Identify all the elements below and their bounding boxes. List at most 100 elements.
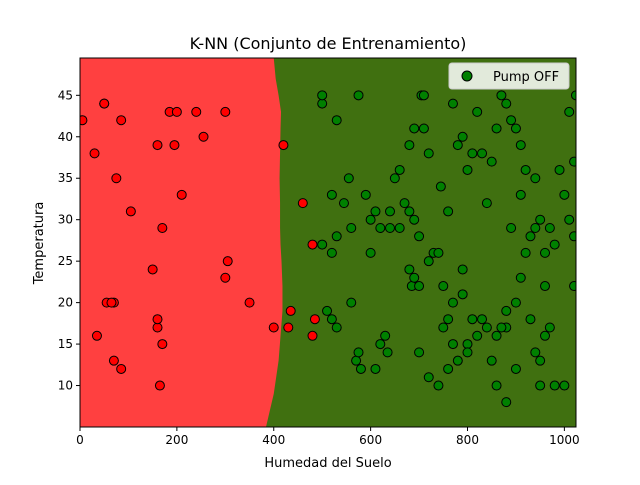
point-pump-on xyxy=(89,148,100,159)
point-pump-off xyxy=(540,330,550,341)
x-tick-label: 800 xyxy=(456,433,479,447)
point-pump-on xyxy=(157,339,168,350)
y-tick-label: 10 xyxy=(58,379,73,393)
point-pump-off xyxy=(525,231,536,242)
point-pump-off xyxy=(544,322,555,333)
point-pump-off xyxy=(353,347,364,358)
point-pump-off xyxy=(370,206,381,217)
point-pump-off xyxy=(486,156,497,167)
point-pump-off xyxy=(438,281,449,292)
y-tick-label: 30 xyxy=(58,213,73,227)
point-pump-on xyxy=(309,314,320,325)
chart-title: K-NN (Conjunto de Entrenamiento) xyxy=(190,34,467,53)
point-pump-off xyxy=(414,347,425,358)
point-pump-off xyxy=(338,198,349,209)
point-pump-on xyxy=(198,131,209,142)
point-pump-on xyxy=(116,115,127,126)
legend-marker-pump-off xyxy=(461,70,473,82)
point-pump-on xyxy=(297,198,308,209)
point-pump-off xyxy=(423,148,434,159)
point-pump-off xyxy=(530,347,541,358)
x-tick-label: 1000 xyxy=(549,433,580,447)
y-tick-label: 15 xyxy=(58,337,73,351)
point-pump-off xyxy=(375,222,386,233)
point-pump-off xyxy=(438,322,449,333)
point-pump-on xyxy=(222,256,233,267)
x-tick-label: 0 xyxy=(76,433,84,447)
point-pump-off xyxy=(540,247,550,258)
point-pump-on xyxy=(99,98,110,109)
point-pump-off xyxy=(520,247,531,258)
point-pump-on xyxy=(285,305,296,316)
point-pump-on xyxy=(154,380,165,391)
point-pump-off xyxy=(447,98,458,109)
point-pump-on xyxy=(80,115,88,126)
point-pump-off xyxy=(443,363,454,374)
y-tick-label: 35 xyxy=(58,171,73,185)
point-pump-off xyxy=(346,297,357,308)
point-pump-off xyxy=(331,231,342,242)
point-pump-off xyxy=(433,247,444,258)
point-pump-off xyxy=(423,256,434,267)
point-pump-on xyxy=(91,330,102,341)
point-pump-on xyxy=(108,355,119,366)
points-layer xyxy=(80,90,576,408)
point-pump-off xyxy=(452,140,463,151)
point-pump-off xyxy=(443,314,454,325)
point-pump-off xyxy=(331,322,342,333)
point-pump-off xyxy=(549,380,560,391)
y-tick-label: 20 xyxy=(58,296,73,310)
point-pump-off xyxy=(544,222,555,233)
point-pump-off xyxy=(447,339,458,350)
point-pump-on xyxy=(152,322,163,333)
point-pump-off xyxy=(515,140,526,151)
point-pump-off xyxy=(535,380,546,391)
point-pump-off xyxy=(457,289,468,300)
point-pump-off xyxy=(317,239,328,250)
point-pump-on xyxy=(171,106,182,117)
point-pump-off xyxy=(530,173,541,184)
point-pump-off xyxy=(525,314,536,325)
point-pump-off xyxy=(385,222,395,233)
point-pump-on xyxy=(152,314,163,325)
point-pump-on xyxy=(191,106,202,117)
point-pump-off xyxy=(382,347,393,358)
point-pump-off xyxy=(404,264,415,275)
point-pump-off xyxy=(535,214,546,225)
point-pump-off xyxy=(457,264,468,275)
x-tick-label: 400 xyxy=(262,433,285,447)
y-axis-label: Temperatura xyxy=(32,202,47,286)
point-pump-off xyxy=(569,156,576,167)
point-pump-off xyxy=(549,239,560,250)
point-pump-off xyxy=(467,148,478,159)
point-pump-off xyxy=(452,355,463,366)
point-pump-off xyxy=(414,281,425,292)
x-tick-label: 200 xyxy=(165,433,188,447)
point-pump-off xyxy=(404,140,415,151)
point-pump-off xyxy=(462,164,473,175)
point-pump-off xyxy=(491,123,502,134)
point-pump-off xyxy=(394,222,405,233)
point-pump-off xyxy=(559,189,570,200)
point-pump-off xyxy=(418,90,429,101)
point-pump-off xyxy=(569,281,576,292)
point-pump-off xyxy=(365,247,376,258)
point-pump-off xyxy=(462,347,473,358)
point-pump-off xyxy=(447,297,458,308)
point-pump-off xyxy=(404,206,415,217)
point-pump-on xyxy=(176,189,187,200)
point-pump-off xyxy=(559,380,570,391)
point-pump-off xyxy=(365,214,376,225)
point-pump-off xyxy=(510,123,521,134)
point-pump-on xyxy=(283,322,294,333)
point-pump-on xyxy=(106,297,117,308)
y-tick-label: 40 xyxy=(58,130,73,144)
point-pump-off xyxy=(399,198,410,209)
point-pump-on xyxy=(268,322,279,333)
y-tick-label: 45 xyxy=(58,88,73,102)
point-pump-off xyxy=(326,189,337,200)
point-pump-off xyxy=(481,322,492,333)
point-pump-off xyxy=(481,198,492,209)
x-tick-label: 600 xyxy=(359,433,382,447)
